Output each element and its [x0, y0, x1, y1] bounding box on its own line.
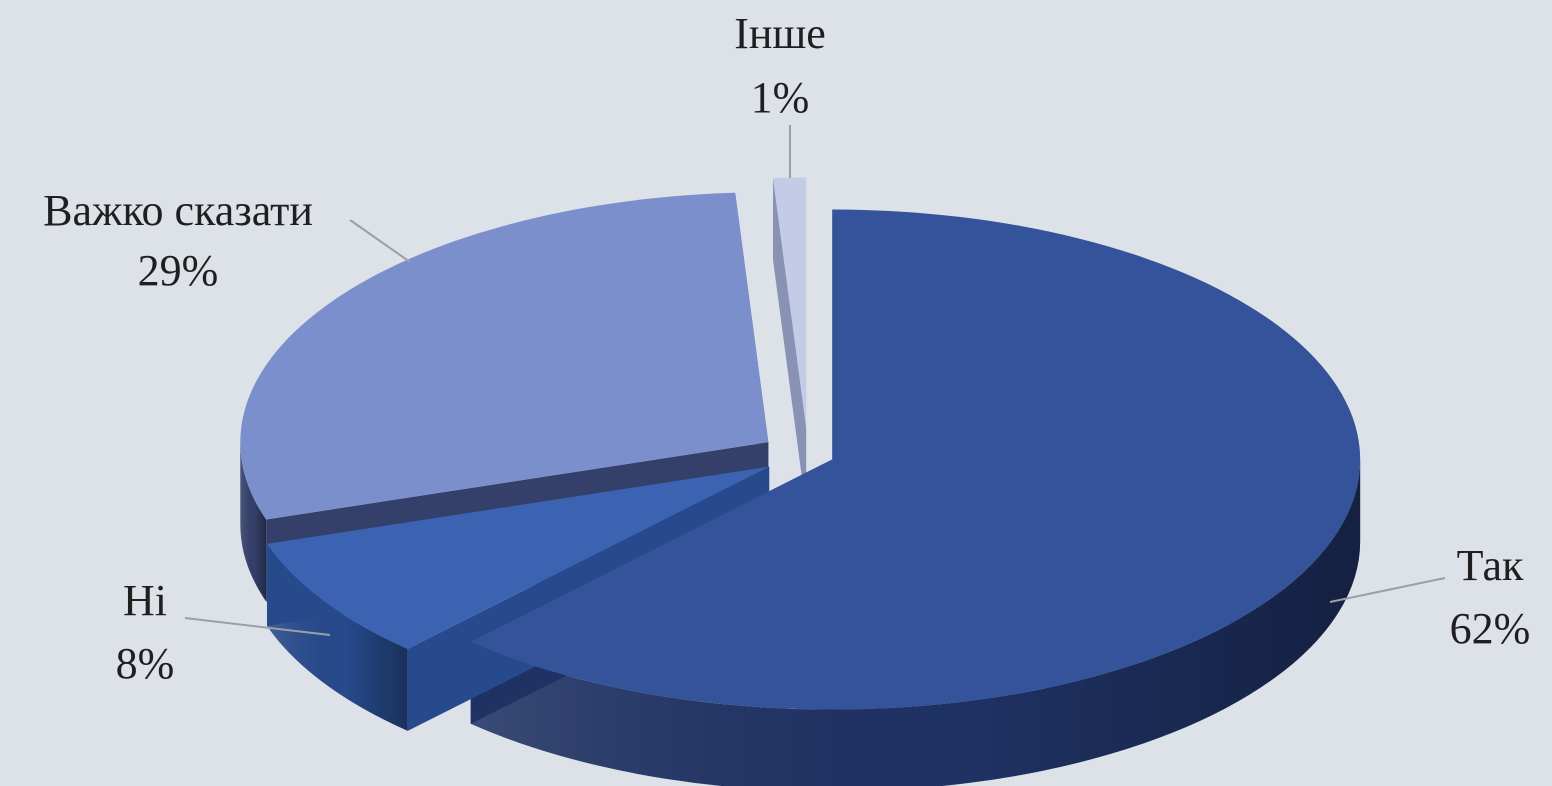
- slice-label: Так: [1457, 541, 1524, 590]
- slice-label: Важко сказати: [43, 186, 313, 235]
- slice-value-label: 1%: [751, 73, 810, 122]
- slice-label: Інше: [734, 9, 826, 58]
- pie-slice-2: [267, 466, 770, 649]
- pie-slice-1: [470, 209, 1361, 710]
- slice-value-label: 62%: [1450, 604, 1531, 653]
- slice-label: Ні: [123, 576, 167, 625]
- slice-value-label: 29%: [138, 246, 219, 295]
- pie-slice-side-shade: [470, 459, 1361, 786]
- pie-slice-4: [773, 177, 807, 428]
- leader-line: [1329, 577, 1446, 603]
- pie-slice-3: [240, 192, 769, 520]
- leader-line: [184, 617, 331, 636]
- pie-slice-face: [773, 178, 807, 510]
- leader-line: [349, 219, 411, 263]
- slice-value-label: 8%: [116, 639, 175, 688]
- pie-slice-side-shade: [240, 442, 267, 602]
